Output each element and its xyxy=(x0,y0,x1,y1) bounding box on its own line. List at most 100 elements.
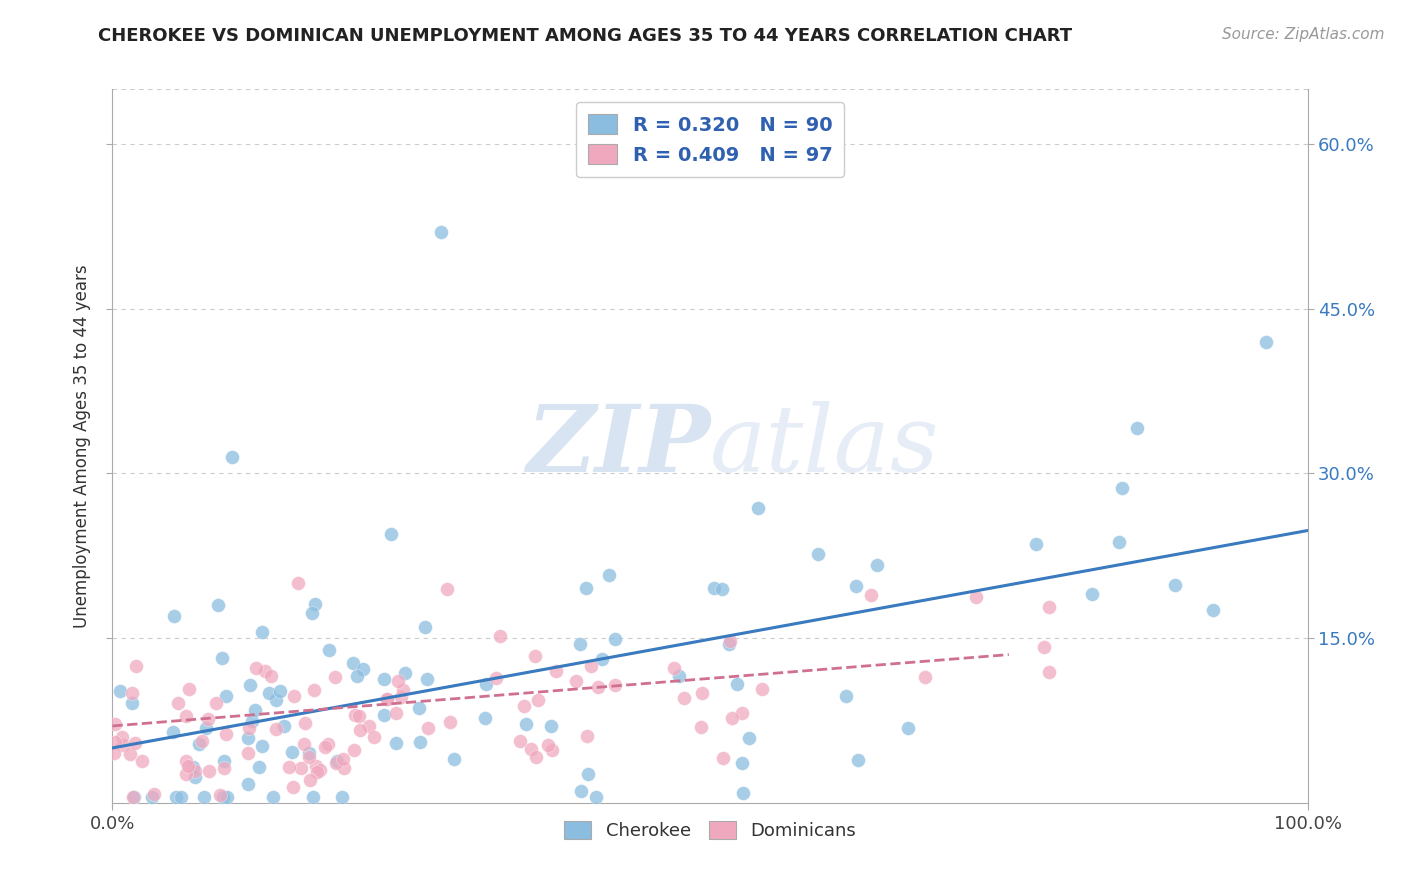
Point xyxy=(845,579,868,593)
Point xyxy=(333,761,356,775)
Point xyxy=(672,690,695,705)
Point xyxy=(569,784,592,798)
Point xyxy=(738,731,761,745)
Point xyxy=(298,746,321,760)
Point xyxy=(211,650,233,665)
Point xyxy=(1202,603,1225,617)
Point xyxy=(389,690,412,704)
Point xyxy=(121,696,143,710)
Point xyxy=(418,721,440,735)
Point xyxy=(294,715,316,730)
Point xyxy=(565,673,588,688)
Point xyxy=(1126,420,1149,434)
Point xyxy=(266,693,288,707)
Point xyxy=(586,680,609,694)
Point xyxy=(236,746,259,760)
Point xyxy=(121,790,143,805)
Point xyxy=(283,690,305,704)
Point xyxy=(325,756,347,770)
Point xyxy=(121,686,143,700)
Point xyxy=(439,715,461,730)
Point xyxy=(304,597,326,611)
Point xyxy=(835,689,858,703)
Point xyxy=(664,660,686,674)
Point xyxy=(520,742,543,756)
Point xyxy=(163,608,186,623)
Legend: Cherokee, Dominicans: Cherokee, Dominicans xyxy=(557,814,863,847)
Point xyxy=(718,634,741,648)
Point xyxy=(349,723,371,737)
Point xyxy=(253,665,276,679)
Point xyxy=(142,787,165,801)
Point xyxy=(262,790,284,805)
Point xyxy=(307,764,329,779)
Point xyxy=(323,670,346,684)
Point xyxy=(193,789,215,804)
Point xyxy=(347,709,370,723)
Point xyxy=(515,716,537,731)
Point xyxy=(184,770,207,784)
Point xyxy=(314,739,336,754)
Point xyxy=(212,754,235,768)
Point xyxy=(205,697,228,711)
Point xyxy=(718,637,741,651)
Point xyxy=(111,730,134,744)
Point xyxy=(330,790,353,805)
Point xyxy=(357,719,380,733)
Point xyxy=(266,723,288,737)
Point xyxy=(574,581,596,595)
Point xyxy=(443,752,465,766)
Point xyxy=(392,683,415,698)
Point xyxy=(485,671,508,685)
Point xyxy=(1038,665,1060,680)
Point xyxy=(346,669,368,683)
Point xyxy=(292,737,315,751)
Point xyxy=(181,760,204,774)
Point xyxy=(576,729,599,743)
Point xyxy=(692,686,714,700)
Point xyxy=(332,752,354,766)
Point xyxy=(711,582,734,596)
Point xyxy=(373,707,395,722)
Point xyxy=(747,501,769,516)
Point xyxy=(207,598,229,612)
Point xyxy=(165,790,187,805)
Point xyxy=(585,790,607,805)
Point xyxy=(537,738,560,752)
Point xyxy=(375,692,398,706)
Point xyxy=(513,698,536,713)
Point xyxy=(380,527,402,541)
Point xyxy=(240,714,263,728)
Point xyxy=(278,760,301,774)
Point xyxy=(177,759,200,773)
Point xyxy=(197,712,219,726)
Point xyxy=(104,734,127,748)
Point xyxy=(1164,578,1187,592)
Point xyxy=(413,620,436,634)
Point xyxy=(1111,481,1133,495)
Text: CHEROKEE VS DOMINICAN UNEMPLOYMENT AMONG AGES 35 TO 44 YEARS CORRELATION CHART: CHEROKEE VS DOMINICAN UNEMPLOYMENT AMONG… xyxy=(98,27,1073,45)
Point xyxy=(373,672,395,686)
Point xyxy=(807,547,830,561)
Point xyxy=(703,582,725,596)
Point xyxy=(318,643,340,657)
Point xyxy=(170,790,193,805)
Point xyxy=(108,683,131,698)
Point xyxy=(711,750,734,764)
Point xyxy=(581,659,603,673)
Point xyxy=(195,721,218,735)
Point xyxy=(524,648,547,663)
Point xyxy=(301,606,323,620)
Point xyxy=(316,738,339,752)
Point xyxy=(298,773,321,788)
Point xyxy=(430,225,453,239)
Point xyxy=(1254,334,1277,349)
Point xyxy=(342,657,364,671)
Point xyxy=(212,790,235,805)
Point xyxy=(866,558,889,572)
Point xyxy=(603,632,626,646)
Point xyxy=(1033,640,1056,655)
Point xyxy=(591,652,613,666)
Point xyxy=(290,761,312,775)
Point xyxy=(174,754,197,768)
